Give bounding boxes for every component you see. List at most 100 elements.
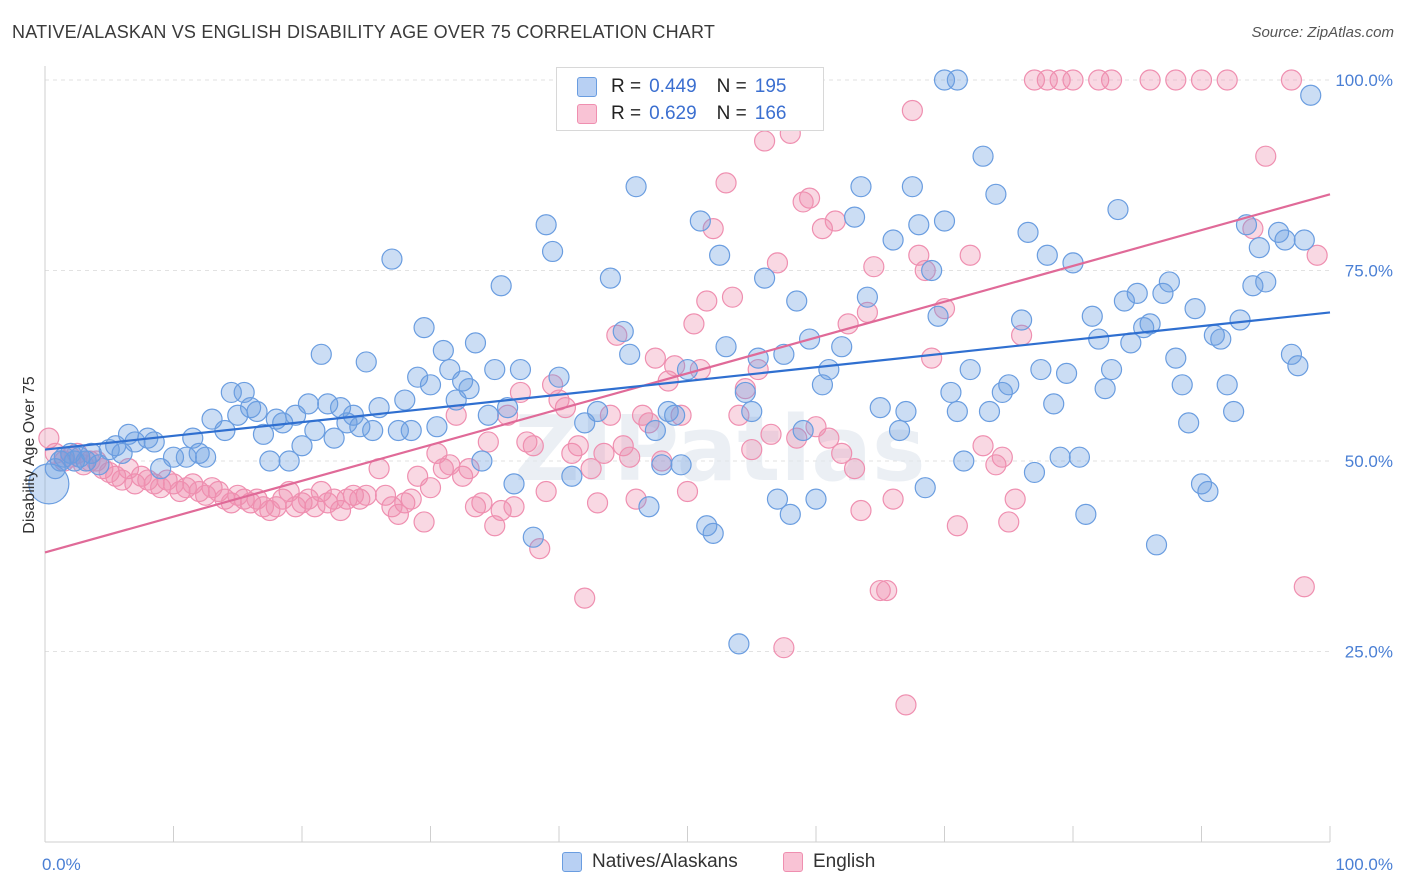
english-legend-swatch	[783, 852, 803, 872]
natives-point	[676, 358, 699, 381]
natives-point	[407, 366, 429, 388]
natives-point	[162, 446, 185, 468]
natives-point	[818, 358, 840, 381]
natives-point	[259, 450, 281, 472]
natives-point	[901, 176, 923, 198]
natives-point	[786, 290, 808, 312]
natives-point	[728, 633, 750, 655]
english-point	[644, 347, 666, 369]
natives-point	[426, 416, 448, 438]
english-point	[1100, 69, 1123, 91]
natives-point	[1287, 355, 1309, 377]
natives-point	[477, 404, 499, 426]
natives-point	[1300, 84, 1322, 106]
natives-point	[1030, 358, 1052, 381]
natives-point	[503, 473, 525, 495]
natives-point	[985, 183, 1007, 205]
english-point	[490, 499, 512, 522]
natives-point	[914, 477, 936, 499]
natives-point	[458, 378, 480, 400]
natives-point	[362, 419, 384, 442]
natives-point	[535, 214, 557, 236]
english-trendline	[44, 193, 1331, 554]
english-point	[1255, 145, 1277, 167]
x-tick-label-start: 0.0%	[42, 855, 81, 874]
english-point	[895, 694, 917, 716]
natives-point	[856, 286, 879, 308]
english-point	[914, 259, 936, 282]
english-point	[1088, 69, 1110, 91]
english-point	[901, 99, 923, 122]
english-point	[876, 579, 898, 602]
english-point	[419, 477, 442, 499]
natives-point	[933, 69, 956, 91]
english-point	[291, 492, 313, 514]
english-point	[843, 458, 866, 480]
natives-point	[509, 358, 532, 381]
english-point	[374, 484, 397, 506]
english-point	[998, 511, 1020, 533]
natives-point	[88, 454, 110, 476]
english-point	[1023, 69, 1046, 91]
natives-point	[1043, 393, 1065, 415]
y-tick-label: 50.0%	[1345, 452, 1393, 471]
natives-point	[80, 442, 102, 464]
natives-point	[1210, 328, 1232, 350]
natives-point	[586, 400, 609, 423]
english-point	[837, 313, 859, 335]
y-axis-label: Disability Age Over 75	[21, 376, 38, 534]
natives-point	[400, 419, 422, 442]
natives-point	[766, 488, 789, 510]
natives-point	[792, 419, 814, 442]
natives-point	[464, 332, 487, 354]
natives-point	[689, 210, 711, 232]
english-point	[696, 290, 718, 312]
english-point	[798, 187, 821, 209]
english-point	[1293, 576, 1315, 598]
natives-point	[98, 438, 120, 461]
natives-point	[419, 374, 442, 396]
english-point	[1049, 69, 1071, 91]
natives-point	[927, 305, 949, 327]
english-point	[991, 446, 1013, 468]
natives-point	[715, 336, 737, 358]
y-tick-labels: 25.0% 50.0% 75.0% 100.0%	[1335, 71, 1393, 662]
english-point	[497, 404, 519, 426]
english-point	[625, 488, 647, 510]
english-point	[1306, 244, 1328, 266]
natives-point	[195, 446, 217, 468]
natives-point	[831, 336, 853, 358]
english-point	[619, 446, 641, 468]
natives-legend-swatch	[562, 852, 582, 872]
natives-point	[1010, 309, 1033, 331]
natives-point	[1178, 412, 1200, 434]
english-point	[702, 217, 724, 240]
english-point	[818, 427, 840, 449]
natives-swatch	[577, 77, 597, 97]
natives-point	[779, 503, 801, 525]
natives-point	[317, 393, 339, 415]
english-point	[664, 355, 686, 377]
english-point	[728, 404, 750, 426]
natives-point	[850, 176, 872, 198]
english-point	[535, 480, 557, 503]
english-point	[831, 442, 853, 464]
natives-point	[921, 259, 943, 282]
natives-point	[541, 240, 564, 263]
english-point	[175, 477, 197, 499]
natives-point	[278, 450, 300, 472]
legend-row-english: R = 0.629 N = 166	[577, 101, 786, 127]
natives-point	[490, 275, 512, 297]
natives-point	[644, 419, 666, 442]
english-point	[477, 431, 499, 453]
natives-point	[304, 419, 326, 442]
r-label: R =	[611, 76, 642, 97]
english-point	[355, 484, 377, 506]
english-swatch	[577, 104, 597, 124]
n-label: N =	[716, 76, 747, 97]
english-point	[766, 252, 789, 274]
natives-point	[188, 442, 210, 464]
english-point	[574, 587, 596, 609]
natives-point	[734, 381, 756, 404]
